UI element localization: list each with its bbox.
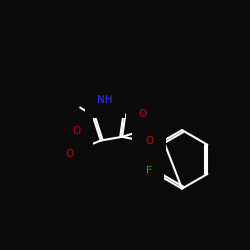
Text: O: O <box>145 136 153 146</box>
Text: O: O <box>139 110 147 120</box>
Text: O: O <box>66 150 74 160</box>
Text: F: F <box>146 166 152 176</box>
Text: O: O <box>72 126 80 136</box>
Text: NH: NH <box>97 95 113 105</box>
